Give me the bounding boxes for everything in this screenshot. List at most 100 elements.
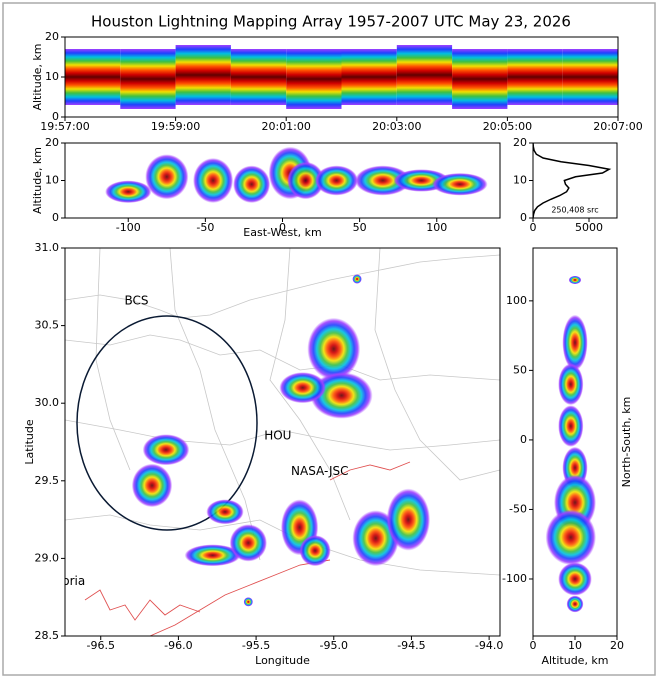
y-tick-label: 28.5 (35, 629, 60, 642)
y-tick-label: 10 (45, 70, 59, 83)
county-line (65, 419, 500, 451)
source-cluster (299, 535, 331, 567)
source-cluster (233, 165, 271, 203)
plot-area (105, 146, 488, 203)
x-tick-label: 20 (610, 639, 624, 652)
county-line (65, 334, 500, 381)
x-tick-label: 20:07:00 (593, 120, 642, 133)
x-tick-label: -100 (116, 221, 141, 234)
plot-frame (64, 247, 501, 637)
x-tick-label: 5000 (575, 221, 603, 234)
x-tick-label: 50 (353, 221, 367, 234)
x-tick-label: 10 (568, 639, 582, 652)
y-tick-label: 20 (45, 136, 59, 149)
source-cluster (193, 158, 234, 203)
y-tick-label: 31.0 (35, 241, 60, 254)
source-cluster (142, 434, 190, 466)
source-cluster (307, 317, 361, 380)
coastline (329, 461, 411, 481)
y-tick-label: -50 (509, 502, 527, 515)
x-tick-label: 0 (530, 221, 537, 234)
source-band (65, 49, 121, 105)
source-cluster (184, 544, 241, 567)
county-line (65, 254, 500, 319)
y-tick-label: -100 (502, 572, 527, 585)
coastline (84, 589, 201, 621)
profile-line (533, 143, 612, 218)
map-background (65, 248, 500, 636)
y-tick-label: 0 (52, 110, 59, 123)
source-cluster (558, 562, 592, 596)
source-cluster (568, 275, 582, 285)
x-tick-label: 20:05:00 (483, 120, 532, 133)
source-band (507, 49, 563, 105)
plot-area (65, 45, 618, 109)
place-label: BCS (124, 293, 148, 307)
source-band (230, 49, 287, 105)
y-tick-label: 20 (513, 136, 527, 149)
source-cluster (314, 165, 359, 196)
plot-area: BCS HOU NASA-JSC Victoria (40, 274, 431, 607)
y-tick-label: 29.0 (35, 551, 60, 564)
source-cluster (558, 363, 584, 406)
source-cluster (310, 372, 373, 419)
place-label: HOU (264, 428, 291, 442)
y-tick-label: 50 (513, 363, 527, 376)
source-cluster (279, 372, 327, 404)
x-axis-label: Longitude (255, 654, 310, 667)
source-cluster (386, 488, 431, 551)
county-line (374, 248, 500, 481)
y-axis-label: Altitude, km (31, 147, 44, 214)
source-cluster (287, 161, 325, 200)
chart-title: Houston Lightning Mapping Array 1957-200… (91, 13, 571, 31)
source-cluster (206, 499, 244, 525)
county-line (169, 248, 261, 561)
y-tick-label: 0 (520, 211, 527, 224)
x-tick-label: 19:57:00 (40, 120, 89, 133)
y-axis-label: Altitude, km (31, 43, 44, 110)
x-tick-label: 19:59:00 (151, 120, 200, 133)
x-tick-label: 0 (530, 639, 537, 652)
y-axis-label: North-South, km (620, 397, 633, 488)
y-tick-label: 10 (513, 174, 527, 187)
source-cluster (355, 165, 411, 196)
plot-area: 250,408 src (533, 143, 612, 218)
source-band (562, 49, 618, 105)
source-cluster (229, 524, 267, 562)
x-tick-label: 0 (279, 221, 286, 234)
y-tick-label: 100 (506, 294, 527, 307)
source-band (341, 49, 397, 105)
source-band (120, 49, 176, 109)
source-cluster (558, 405, 584, 447)
x-tick-label: 20:03:00 (372, 120, 421, 133)
y-tick-label: 20 (45, 30, 59, 43)
y-tick-label: 0 (52, 211, 59, 224)
source-cluster (545, 509, 596, 566)
x-tick-label: -96.5 (86, 639, 114, 652)
x-axis-label: East-West, km (243, 226, 321, 239)
x-tick-label: -50 (196, 221, 214, 234)
x-tick-label: -95.0 (320, 639, 348, 652)
source-cluster (131, 463, 173, 508)
source-cluster (566, 595, 584, 613)
y-tick-label: 10 (45, 174, 59, 187)
source-cluster (352, 274, 362, 284)
y-tick-label: 30.0 (35, 396, 60, 409)
x-tick-label: -96.0 (164, 639, 192, 652)
source-cluster (145, 154, 189, 200)
x-tick-label: -95.5 (242, 639, 270, 652)
x-tick-label: 100 (426, 221, 447, 234)
place-label: Victoria (40, 574, 86, 588)
source-cluster (243, 597, 253, 607)
plot-area (545, 275, 596, 613)
county-line (95, 248, 131, 471)
county-line (65, 514, 500, 576)
source-band (396, 45, 453, 105)
x-tick-label: -94.0 (475, 639, 503, 652)
x-tick-label: 20:01:00 (261, 120, 310, 133)
coastline (149, 559, 331, 636)
x-tick-label: -94.5 (397, 639, 425, 652)
source-cluster (105, 180, 152, 203)
source-band (175, 45, 231, 105)
